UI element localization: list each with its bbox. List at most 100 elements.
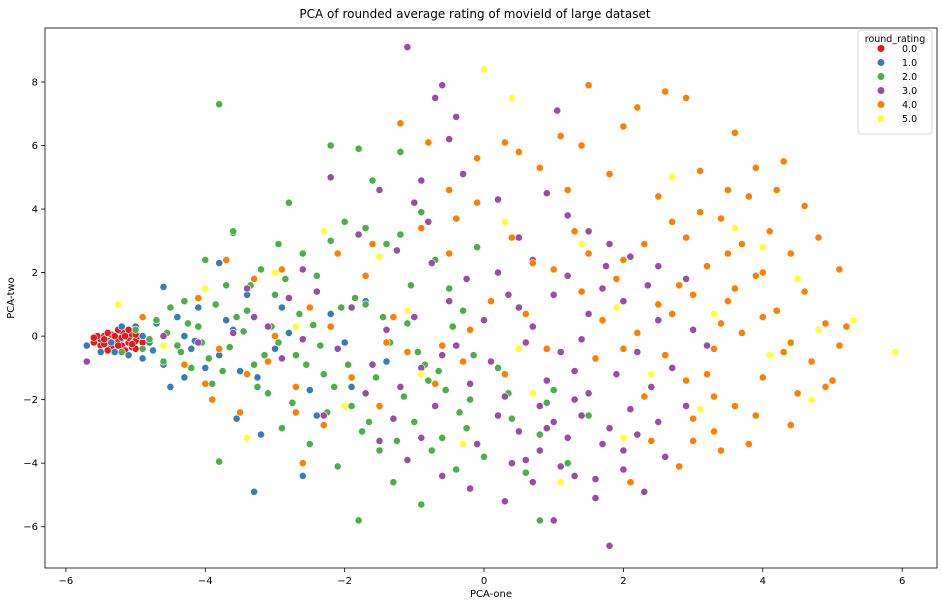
point-3.0-39 [563, 433, 572, 442]
point-4.0-33 [570, 227, 579, 236]
point-4.0-102 [654, 300, 663, 309]
point-2.0-20 [264, 389, 272, 398]
point-3.0-50 [431, 402, 440, 410]
point-2.0-74 [295, 309, 304, 318]
point-3.0-6 [452, 113, 461, 121]
point-0.0-14 [103, 328, 112, 337]
point-2.0-34 [354, 516, 363, 525]
point-5.0-30 [507, 94, 516, 102]
point-4.0-62 [793, 389, 802, 398]
point-3.0-85 [535, 446, 544, 455]
point-4.0-22 [431, 379, 440, 388]
point-4.0-70 [835, 341, 844, 350]
point-3.0-60 [445, 297, 454, 306]
point-3.0-21 [654, 262, 663, 271]
point-4.0-68 [835, 265, 844, 274]
point-3.0-104 [528, 322, 537, 331]
point-4.0-60 [779, 157, 788, 166]
point-3.0-62 [515, 303, 523, 312]
point-3.0-53 [333, 344, 342, 353]
point-3.0-47 [542, 376, 551, 385]
point-2.0-17 [243, 306, 251, 315]
point-4.0-3 [208, 395, 217, 404]
point-4.0-112 [724, 186, 732, 194]
point-4.0-7 [264, 357, 272, 366]
point-3.0-4 [553, 106, 562, 115]
point-3.0-22 [682, 274, 690, 283]
point-2.0-48 [445, 284, 454, 293]
point-4.0-5 [236, 408, 244, 417]
point-2.0-8 [187, 363, 196, 372]
point-4.0-126 [689, 436, 697, 445]
chart-title: PCA of rounded average rating of movieId… [299, 7, 650, 21]
legend-box [857, 29, 933, 135]
point-2.0-43 [417, 208, 426, 217]
point-2.0-10 [201, 255, 210, 264]
point-4.0-77 [668, 309, 677, 318]
point-0.0-34 [128, 340, 136, 348]
point-3.0-81 [347, 303, 356, 312]
point-3.0-49 [466, 379, 474, 388]
point-2.0-76 [365, 417, 373, 426]
point-3.0-80 [382, 325, 391, 334]
point-2.0-13 [215, 457, 224, 466]
point-0.0-15 [110, 332, 119, 340]
point-4.0-87 [661, 351, 670, 360]
point-2.0-64 [239, 327, 248, 336]
point-2.0-2 [138, 344, 147, 353]
point-4.0-93 [382, 338, 391, 347]
legend-label-4.0: 4.0 [902, 100, 917, 111]
point-4.0-92 [438, 341, 447, 350]
point-2.0-59 [549, 386, 558, 394]
point-2.0-30 [333, 462, 342, 471]
point-3.0-12 [424, 217, 433, 226]
point-5.0-8 [417, 370, 426, 379]
point-3.0-59 [410, 313, 419, 321]
point-4.0-46 [703, 262, 711, 271]
y-axis-label: PCA-two [6, 277, 17, 318]
point-5.0-2 [480, 65, 488, 74]
point-3.0-8 [417, 176, 426, 185]
point-3.0-103 [577, 335, 586, 344]
point-2.0-72 [225, 343, 234, 352]
point-1.0-17 [222, 316, 231, 325]
point-3.0-46 [584, 389, 593, 398]
point-4.0-23 [445, 249, 454, 258]
point-0.0-28 [124, 325, 133, 334]
point-3.0-34 [591, 494, 600, 502]
point-2.0-33 [354, 144, 363, 153]
y-tick-label: 8 [32, 78, 38, 89]
point-4.0-10 [298, 459, 307, 468]
point-4.0-125 [717, 446, 725, 455]
point-4.0-121 [445, 186, 454, 194]
point-4.0-85 [758, 268, 767, 277]
point-4.0-82 [640, 240, 649, 248]
point-4.0-97 [786, 338, 795, 347]
y-tick-label: 6 [32, 141, 38, 152]
point-4.0-66 [821, 319, 830, 328]
point-3.0-28 [500, 497, 509, 506]
point-3.0-96 [570, 395, 579, 404]
point-2.0-38 [382, 240, 391, 248]
point-3.0-11 [410, 198, 419, 207]
point-2.0-63 [204, 354, 213, 363]
point-5.0-9 [500, 217, 509, 226]
point-2.0-14 [222, 281, 231, 290]
point-2.0-104 [406, 281, 415, 290]
point-0.0-30 [103, 346, 112, 355]
point-3.0-29 [466, 484, 474, 493]
point-1.0-24 [284, 328, 293, 337]
point-3.0-100 [682, 402, 690, 410]
point-4.0-17 [389, 313, 398, 321]
point-1.0-30 [382, 357, 391, 366]
point-2.0-96 [358, 427, 366, 436]
point-3.0-91 [647, 382, 656, 391]
legend: round_rating 0.0 1.0 2.0 3.0 4.0 5.0 [857, 29, 933, 135]
point-4.0-99 [731, 284, 739, 293]
point-3.0-37 [661, 452, 670, 461]
point-3.0-70 [563, 271, 572, 280]
point-1.0-10 [173, 313, 182, 321]
point-3.0-105 [438, 351, 447, 360]
point-1.0-0 [82, 341, 91, 350]
point-4.0-51 [731, 402, 739, 410]
